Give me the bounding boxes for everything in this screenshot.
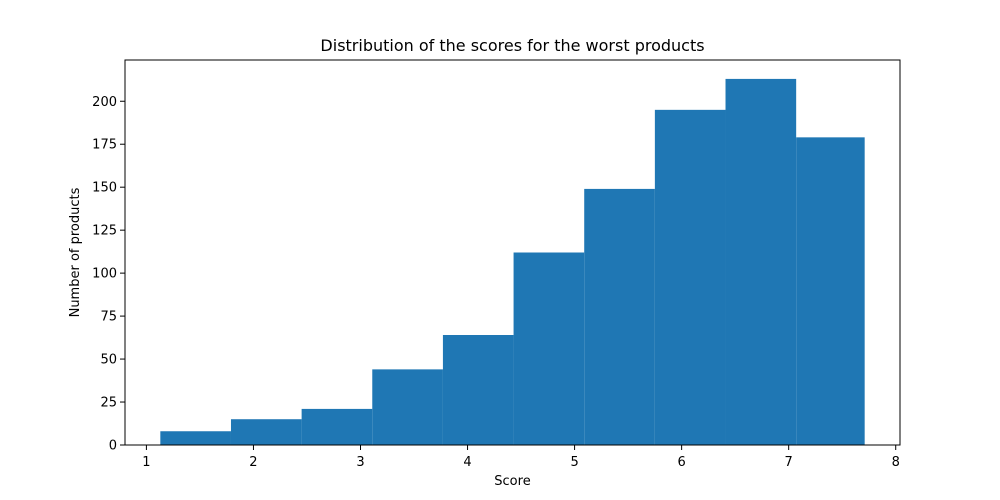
y-tick-label: 0 xyxy=(109,439,117,454)
y-tick-label: 150 xyxy=(92,181,117,196)
histogram-bar-4 xyxy=(372,369,443,445)
histogram-bar-9 xyxy=(725,78,797,445)
bars-group xyxy=(160,78,865,445)
y-axis-title: Number of products xyxy=(68,187,83,317)
histogram-bar-5 xyxy=(442,335,514,445)
y-tick-label: 125 xyxy=(92,224,117,239)
y-tick-label: 75 xyxy=(100,310,117,325)
histogram-bar-10 xyxy=(796,137,865,445)
histogram-bar-7 xyxy=(584,188,655,445)
histogram-bar-6 xyxy=(513,252,585,445)
y-tick-label: 25 xyxy=(100,396,117,411)
x-axis-title: Score xyxy=(494,474,530,489)
x-tick-label: 8 xyxy=(892,455,900,470)
x-axis-ticks: 1 2 3 4 5 6 7 8 xyxy=(142,445,900,470)
x-tick-label: 2 xyxy=(249,455,257,470)
x-tick-label: 4 xyxy=(463,455,471,470)
x-tick-label: 6 xyxy=(677,455,685,470)
histogram-bar-2 xyxy=(230,419,302,445)
x-tick-label: 7 xyxy=(785,455,793,470)
chart-title: Distribution of the scores for the worst… xyxy=(320,36,704,55)
x-tick-label: 1 xyxy=(142,455,150,470)
y-axis-ticks: 0 25 50 75 100 125 150 175 200 xyxy=(92,95,125,454)
y-tick-label: 175 xyxy=(92,138,117,153)
x-tick-label: 5 xyxy=(570,455,578,470)
histogram-bar-3 xyxy=(301,408,373,445)
histogram-bar-1 xyxy=(160,431,231,445)
y-tick-label: 100 xyxy=(92,267,117,282)
y-tick-label: 200 xyxy=(92,95,117,110)
y-tick-label: 50 xyxy=(100,353,117,368)
plot-frame xyxy=(124,59,901,446)
x-tick-label: 3 xyxy=(356,455,364,470)
histogram-bar-8 xyxy=(654,109,726,445)
